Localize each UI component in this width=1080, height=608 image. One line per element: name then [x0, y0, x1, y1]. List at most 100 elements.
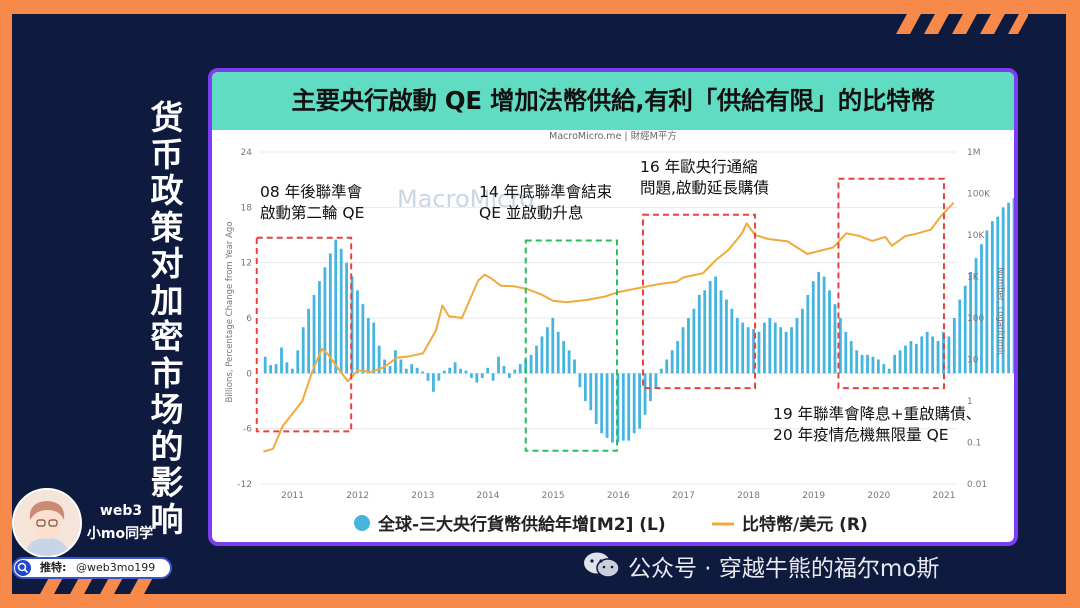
right-tick-label: 0.1 [967, 439, 981, 449]
m2-bar [708, 281, 712, 374]
x-tick-label: 2013 [411, 491, 434, 501]
m2-bar [801, 308, 804, 374]
m2-bar [290, 368, 294, 374]
m2-bar [280, 347, 283, 374]
m2-bar [600, 373, 604, 434]
m2-bar [356, 290, 359, 374]
m2-bar [507, 373, 511, 378]
m2-bar [866, 354, 869, 374]
m2-bar [334, 239, 338, 374]
m2-bar [274, 364, 278, 374]
m2-bar [741, 322, 745, 374]
m2-bar [345, 262, 349, 374]
m2-bar [573, 359, 576, 374]
m2-bar [974, 258, 978, 374]
m2-bar [980, 244, 983, 374]
left-tick-label: 0 [246, 369, 252, 379]
m2-bar [589, 373, 593, 411]
m2-bar [735, 318, 739, 374]
twitter-label: 推特: [40, 561, 67, 574]
m2-bar [480, 373, 484, 378]
m2-bar [681, 327, 685, 374]
left-tick-label: 18 [241, 203, 253, 213]
wechat-account: 公众号 · 穿越牛熊的福尔mo斯 [628, 556, 940, 582]
m2-bar [676, 341, 680, 374]
annotation-text: 14 年底聯準會結束 [479, 183, 612, 201]
m2-bar [719, 290, 723, 374]
legend-m2-label: 全球-三大央行貨幣供給年增[M2] (L) [377, 514, 666, 535]
m2-bar [643, 373, 647, 415]
m2-bar [513, 369, 517, 374]
m2-bar [415, 367, 419, 374]
legend-m2-marker [354, 515, 370, 531]
m2-bar [567, 350, 571, 374]
x-tick-label: 2016 [607, 491, 630, 501]
annotation-box [255, 236, 353, 433]
x-tick-label: 2017 [672, 491, 695, 501]
m2-bar [388, 365, 392, 374]
m2-bar [828, 290, 831, 374]
side-title: 货币政策对加密市场的影响 [150, 98, 184, 539]
m2-bar [697, 294, 701, 374]
m2-bar [795, 318, 799, 374]
x-tick-label: 2015 [542, 491, 565, 501]
twitter-badge[interactable]: 推特: @web3mo199 [12, 557, 172, 579]
m2-bar [849, 341, 853, 374]
m2-bar [893, 354, 897, 374]
m2-bar [784, 331, 788, 374]
m2-bar [437, 373, 441, 381]
m2-bar [985, 230, 989, 374]
m2-bar [459, 368, 462, 374]
m2-bar [703, 290, 707, 374]
chart-source: MacroMicro.me | 財經M平方 [549, 130, 677, 142]
x-tick-label: 2011 [281, 491, 304, 501]
m2-bar [773, 322, 777, 374]
m2-bar [486, 367, 490, 374]
brand-line1: web3 [99, 503, 143, 519]
right-axis-label: Number, Logarithmic [995, 267, 1005, 357]
m2-bar [914, 343, 918, 374]
m2-bar [1012, 198, 1014, 374]
m2-bar [426, 373, 430, 381]
m2-bar [524, 359, 528, 374]
m2-bar [377, 345, 381, 374]
bitcoin-line [263, 202, 955, 453]
m2-bar [654, 373, 658, 388]
m2-bar [687, 318, 690, 374]
annotation-box [524, 239, 618, 452]
m2-bar [404, 368, 408, 374]
right-tick-label: 100K [967, 190, 991, 200]
left-tick-label: 12 [241, 259, 252, 269]
left-tick-label: 6 [246, 314, 252, 324]
m2-bar [296, 350, 300, 374]
m2-bar [621, 373, 625, 441]
m2-bar [887, 368, 891, 374]
m2-bar [659, 368, 663, 374]
annotation-text: 啟動第二輪 QE [260, 204, 364, 222]
m2-bar [394, 350, 397, 374]
m2-bar [583, 373, 587, 401]
m2-bar [328, 253, 332, 374]
m2-bar [399, 359, 403, 374]
m2-bar [958, 299, 962, 374]
avatar-illustration [14, 490, 80, 556]
m2-bar [421, 371, 424, 374]
m2-bar [442, 370, 446, 374]
legend: 全球-三大央行貨幣供給年增[M2] (L) 比特幣/美元 (R) [354, 514, 868, 535]
chart-title-banner: 主要央行啟動 QE 增加法幣供給,有利「供給有限」的比特幣 [212, 72, 1014, 130]
m2-bar [611, 373, 614, 443]
annotation-text: 19 年聯準會降息+重啟購債、 [773, 405, 981, 423]
m2-bar [942, 331, 945, 374]
m2-bar [269, 365, 273, 374]
grid-lines [260, 151, 957, 485]
x-tick-label: 2018 [737, 491, 760, 501]
m2-bar [632, 373, 636, 434]
m2-bar [833, 304, 837, 374]
right-tick-label: 10 [967, 356, 979, 366]
m2-bar [432, 373, 435, 392]
m2-bar [969, 271, 973, 374]
m2-bar [909, 341, 913, 374]
m2-bar [497, 356, 500, 374]
twitter-handle: @web3mo199 [76, 561, 156, 574]
brand-line2: 小mo同学 [86, 526, 154, 542]
